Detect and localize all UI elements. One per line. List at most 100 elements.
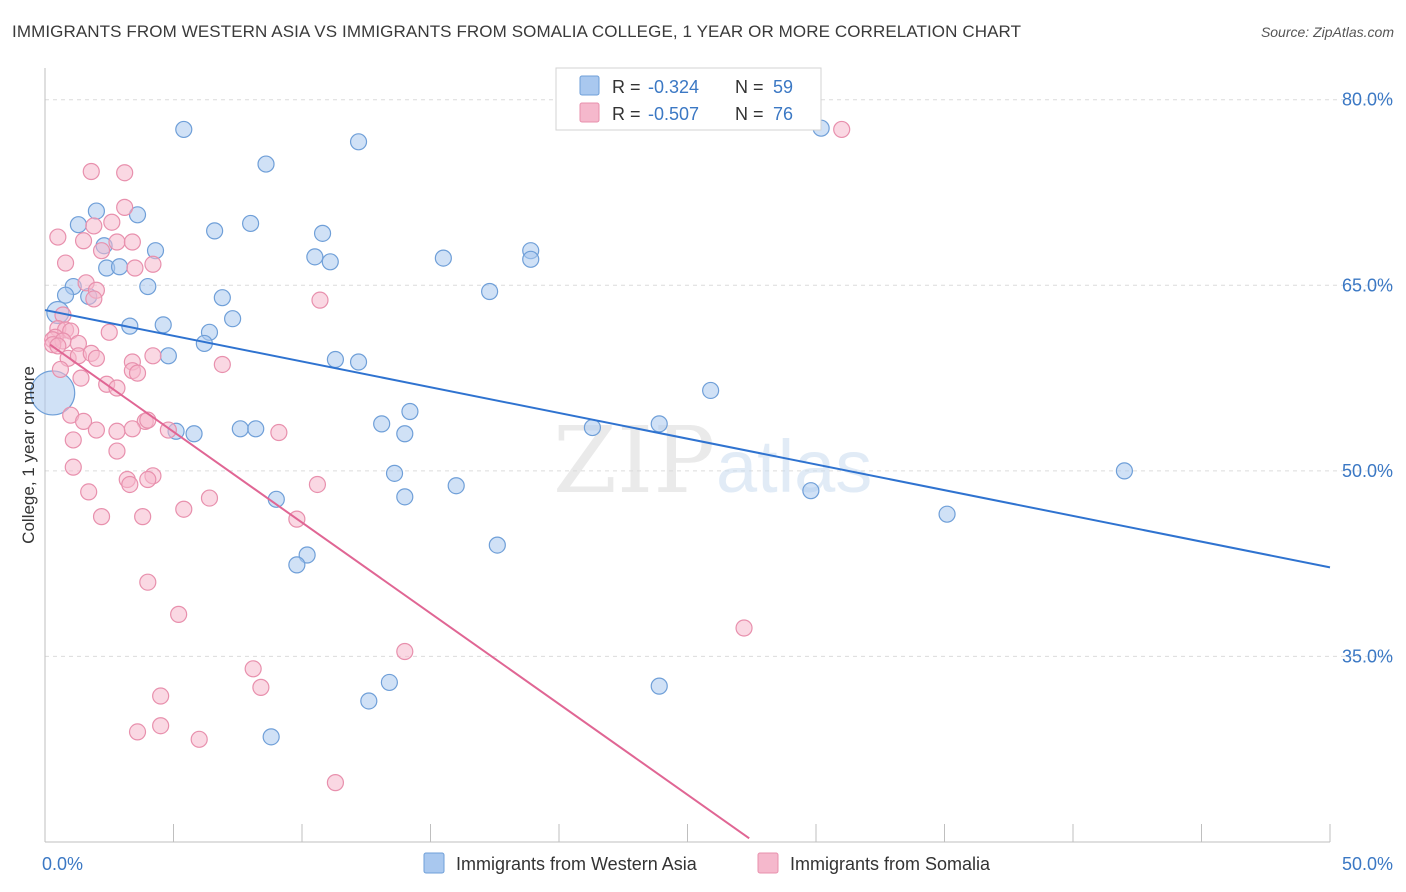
point-western-asia [349,133,368,151]
point-somalia [92,242,111,260]
point-somalia [74,412,93,430]
series-legend: Immigrants from Western Asia Immigrants … [423,852,991,874]
point-somalia [128,364,147,382]
legend-series-name: Immigrants from Somalia [790,854,991,874]
point-western-asia [650,677,668,695]
point-somalia [190,730,208,748]
point-western-asia [380,673,398,692]
gridlines [45,99,1392,657]
point-somalia [108,422,126,440]
point-western-asia [154,316,172,334]
x-tick-labels: 0.0% 50.0% [42,854,1393,874]
point-somalia [85,290,103,308]
point-western-asia [326,350,345,369]
legend-swatch-somalia [579,102,600,123]
point-western-asia [247,420,265,438]
y-tick-label: 65.0% [1342,275,1393,295]
point-somalia [175,500,193,518]
point-somalia [396,642,414,661]
stats-legend: R = -0.324 N = 59 R = -0.507 N = 76 [555,67,822,131]
point-somalia [170,605,188,623]
point-somalia [139,573,157,591]
point-western-asia [650,415,668,433]
point-western-asia [242,214,260,233]
point-western-asia [360,692,378,710]
chart-title: IMMIGRANTS FROM WESTERN ASIA VS IMMIGRAN… [12,22,1022,41]
legend-r-value: -0.507 [648,104,699,124]
point-somalia [326,774,345,792]
point-western-asia [583,418,602,437]
point-western-asia [262,728,280,746]
point-western-asia [802,482,820,500]
point-somalia [308,475,327,494]
point-somalia [213,355,231,374]
point-western-asia [321,253,339,271]
source-credit: Source: ZipAtlas.com [1260,24,1394,40]
point-somalia [49,228,67,246]
y-tick-label: 80.0% [1342,90,1393,110]
point-western-asia [349,353,368,371]
point-somalia [134,508,152,526]
point-somalia [82,162,100,181]
point-western-asia [159,347,177,365]
point-somalia [116,198,134,216]
point-somalia [126,259,144,277]
point-somalia [735,619,753,637]
point-somalia [123,233,141,251]
point-somalia [103,213,121,231]
point-western-asia [401,402,419,421]
trend-lines [44,309,1331,840]
point-western-asia [139,277,157,296]
point-somalia [72,369,90,387]
point-somalia [123,420,141,438]
point-western-asia [298,546,316,564]
point-western-asia [938,505,956,523]
legend-n-value: 59 [773,77,793,97]
point-western-asia [87,202,106,220]
trend-line-somalia [49,343,750,840]
point-western-asia [1115,462,1134,480]
point-western-asia [488,536,506,554]
point-western-asia [213,289,231,307]
legend-n-label: N = [735,104,764,124]
point-somalia [270,423,288,442]
watermark-atlas: atlas [716,425,872,508]
point-western-asia [434,249,452,267]
point-somalia [87,349,106,367]
point-somalia [139,470,157,489]
point-somalia [74,232,93,250]
point-western-asia [175,120,193,139]
point-western-asia [396,425,414,443]
data-points [30,119,1134,792]
point-somalia [128,723,147,741]
point-western-asia [288,556,306,574]
legend-series-name: Immigrants from Western Asia [456,854,698,874]
point-somalia [49,337,67,355]
point-somalia [87,421,106,439]
point-somalia [116,164,134,182]
point-somalia [64,431,82,449]
trend-line-western-asia [44,309,1331,569]
axes [44,68,1331,843]
y-axis-label: College, 1 year or more [19,366,38,544]
legend-n-value: 76 [773,104,793,124]
point-western-asia [224,310,242,328]
legend-r-value: -0.324 [648,77,699,97]
point-somalia [64,458,82,476]
point-somalia [108,442,126,460]
point-somalia [108,379,126,397]
point-somalia [152,717,170,735]
point-somalia [121,475,139,494]
point-western-asia [231,420,249,438]
point-western-asia [110,258,129,276]
legend-swatch-western-asia [579,75,600,96]
point-western-asia [306,248,324,266]
point-western-asia [128,206,147,224]
y-tick-label: 35.0% [1342,646,1393,666]
point-somalia [108,233,126,251]
point-somalia [244,660,262,678]
point-somalia [100,323,118,341]
point-western-asia [385,464,404,482]
point-somalia [252,678,270,696]
